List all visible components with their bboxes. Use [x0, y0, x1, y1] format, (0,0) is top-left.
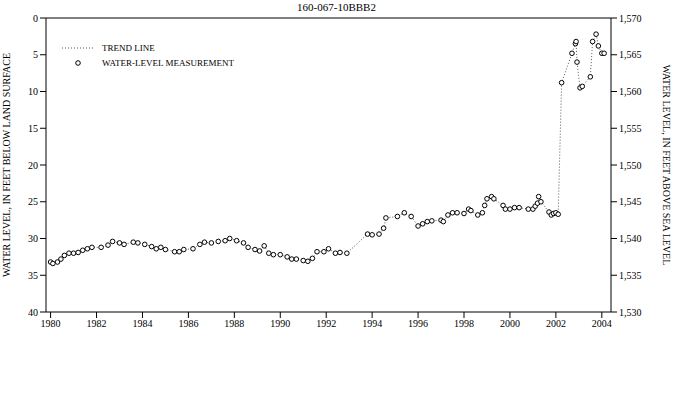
svg-text:1990: 1990: [270, 318, 290, 329]
svg-text:1,545: 1,545: [619, 196, 642, 207]
svg-text:2004: 2004: [592, 318, 612, 329]
html-text:TREND LINE: TREND LINE: [102, 42, 155, 53]
svg-text:1992: 1992: [316, 318, 336, 329]
svg-text:40: 40: [28, 307, 38, 318]
svg-text:1,560: 1,560: [619, 86, 642, 97]
svg-text:1998: 1998: [454, 318, 474, 329]
svg-text:WATER LEVEL, IN FEET ABOVE SEA: WATER LEVEL, IN FEET ABOVE SEA LEVEL: [661, 65, 665, 266]
svg-text:WATER LEVEL, IN FEET BELOW LAN: WATER LEVEL, IN FEET BELOW LAND SURFACE: [8, 53, 12, 277]
svg-text:1996: 1996: [408, 318, 428, 329]
html-text:160-067-10BBB2: 160-067-10BBB2: [297, 1, 376, 13]
svg-text:25: 25: [28, 196, 38, 207]
svg-text:20: 20: [28, 160, 38, 171]
svg-text:2002: 2002: [546, 318, 566, 329]
svg-text:1,550: 1,550: [619, 160, 642, 171]
svg-text:35: 35: [28, 270, 38, 281]
svg-text:1,540: 1,540: [619, 233, 642, 244]
svg-text:1,565: 1,565: [619, 49, 642, 60]
svg-text:2000: 2000: [500, 318, 520, 329]
svg-text:1980: 1980: [41, 318, 61, 329]
svg-text:1,530: 1,530: [619, 307, 642, 318]
svg-text:10: 10: [28, 86, 38, 97]
svg-text:1,570: 1,570: [619, 13, 642, 24]
svg-text:15: 15: [28, 123, 38, 134]
svg-text:1,555: 1,555: [619, 123, 642, 134]
svg-text:1982: 1982: [87, 318, 107, 329]
svg-text:30: 30: [28, 233, 38, 244]
svg-text:1994: 1994: [362, 318, 382, 329]
svg-text:1986: 1986: [178, 318, 198, 329]
html-text:WATER-LEVEL MEASUREMENT: WATER-LEVEL MEASUREMENT: [102, 57, 234, 68]
svg-text:1984: 1984: [132, 318, 152, 329]
svg-text:1988: 1988: [224, 318, 244, 329]
svg-text:0: 0: [33, 13, 38, 24]
svg-text:1,535: 1,535: [619, 270, 642, 281]
svg-text:5: 5: [33, 49, 38, 60]
